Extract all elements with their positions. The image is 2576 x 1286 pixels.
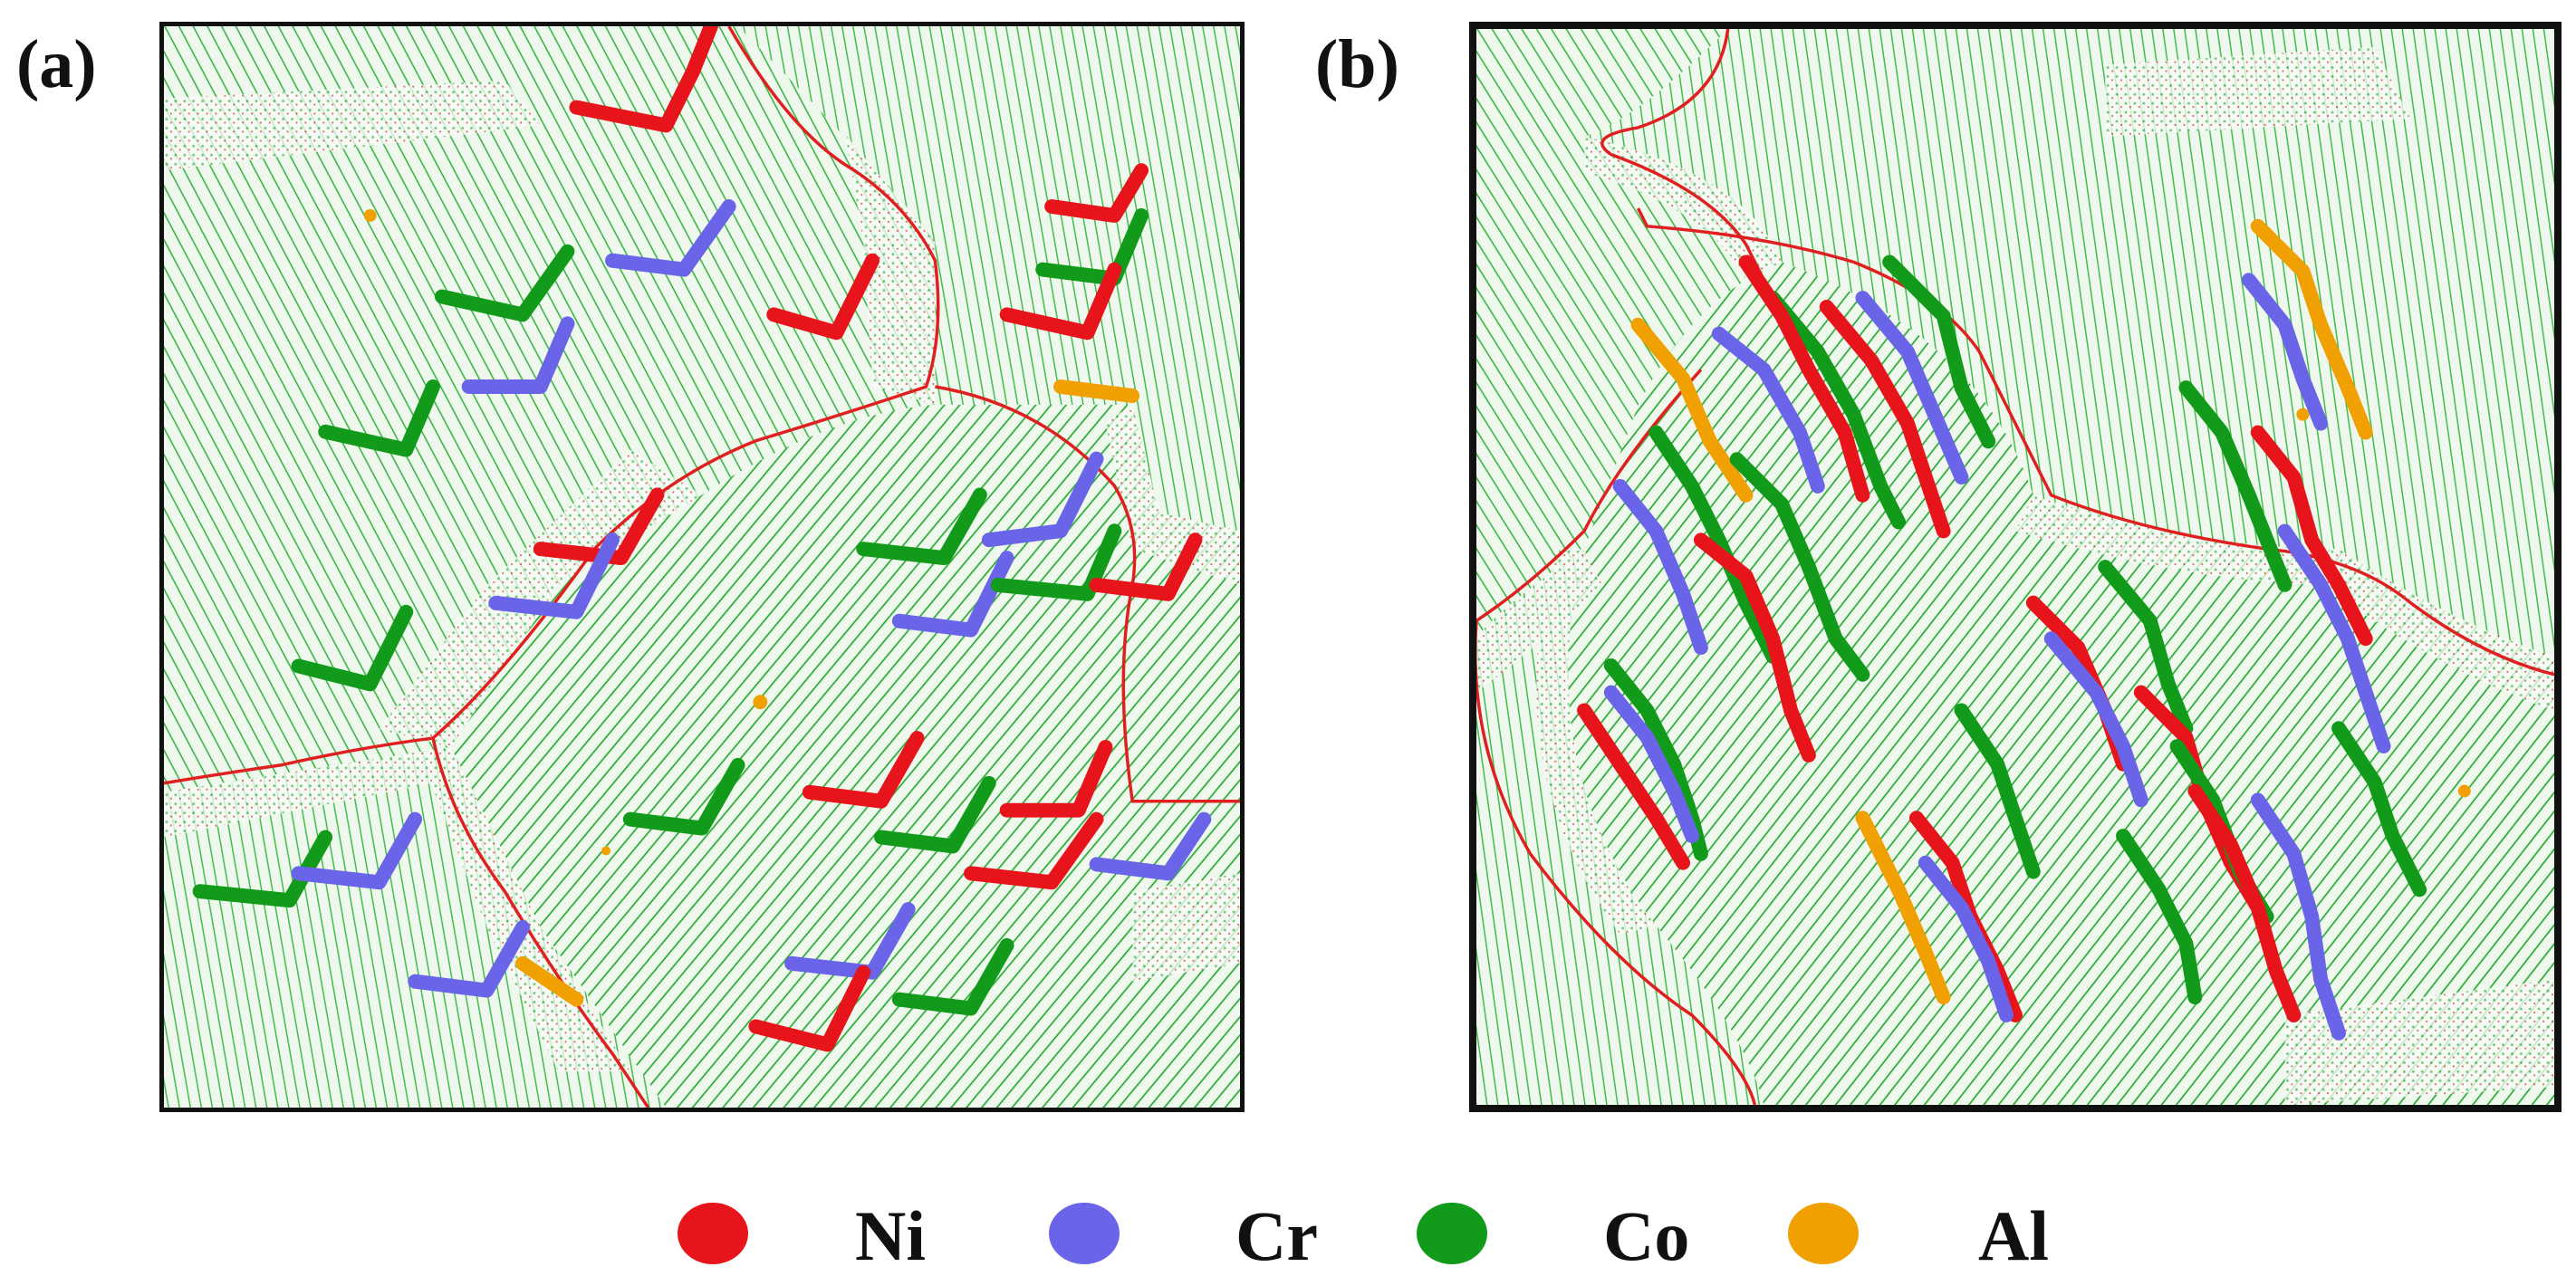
dislocation-lines-b bbox=[1577, 218, 2427, 1041]
panel-a-label: (a) bbox=[16, 26, 97, 102]
legend-label-cr: Cr bbox=[1235, 1196, 1318, 1275]
dislocation-lines-a bbox=[192, 26, 1212, 1052]
al-atoms-b bbox=[2296, 408, 2471, 798]
legend-label-al: Al bbox=[1978, 1196, 2049, 1275]
element-legend: Ni Cr Co Al bbox=[0, 1186, 2576, 1277]
legend-label-ni: Ni bbox=[855, 1196, 926, 1275]
legend-label-co: Co bbox=[1603, 1196, 1690, 1275]
panel-b-atomistic-snapshot bbox=[1469, 22, 2562, 1112]
panel-a-atomistic-snapshot bbox=[159, 22, 1245, 1112]
al-atoms-a bbox=[363, 208, 768, 856]
panel-b-canvas bbox=[1476, 29, 2554, 1105]
ni-color-dot bbox=[678, 1203, 748, 1264]
panel-b-label: (b) bbox=[1315, 26, 1399, 102]
panel-a-canvas bbox=[164, 26, 1240, 1108]
al-color-dot bbox=[1788, 1203, 1859, 1264]
co-color-dot bbox=[1417, 1203, 1487, 1264]
cr-color-dot bbox=[1049, 1203, 1120, 1264]
